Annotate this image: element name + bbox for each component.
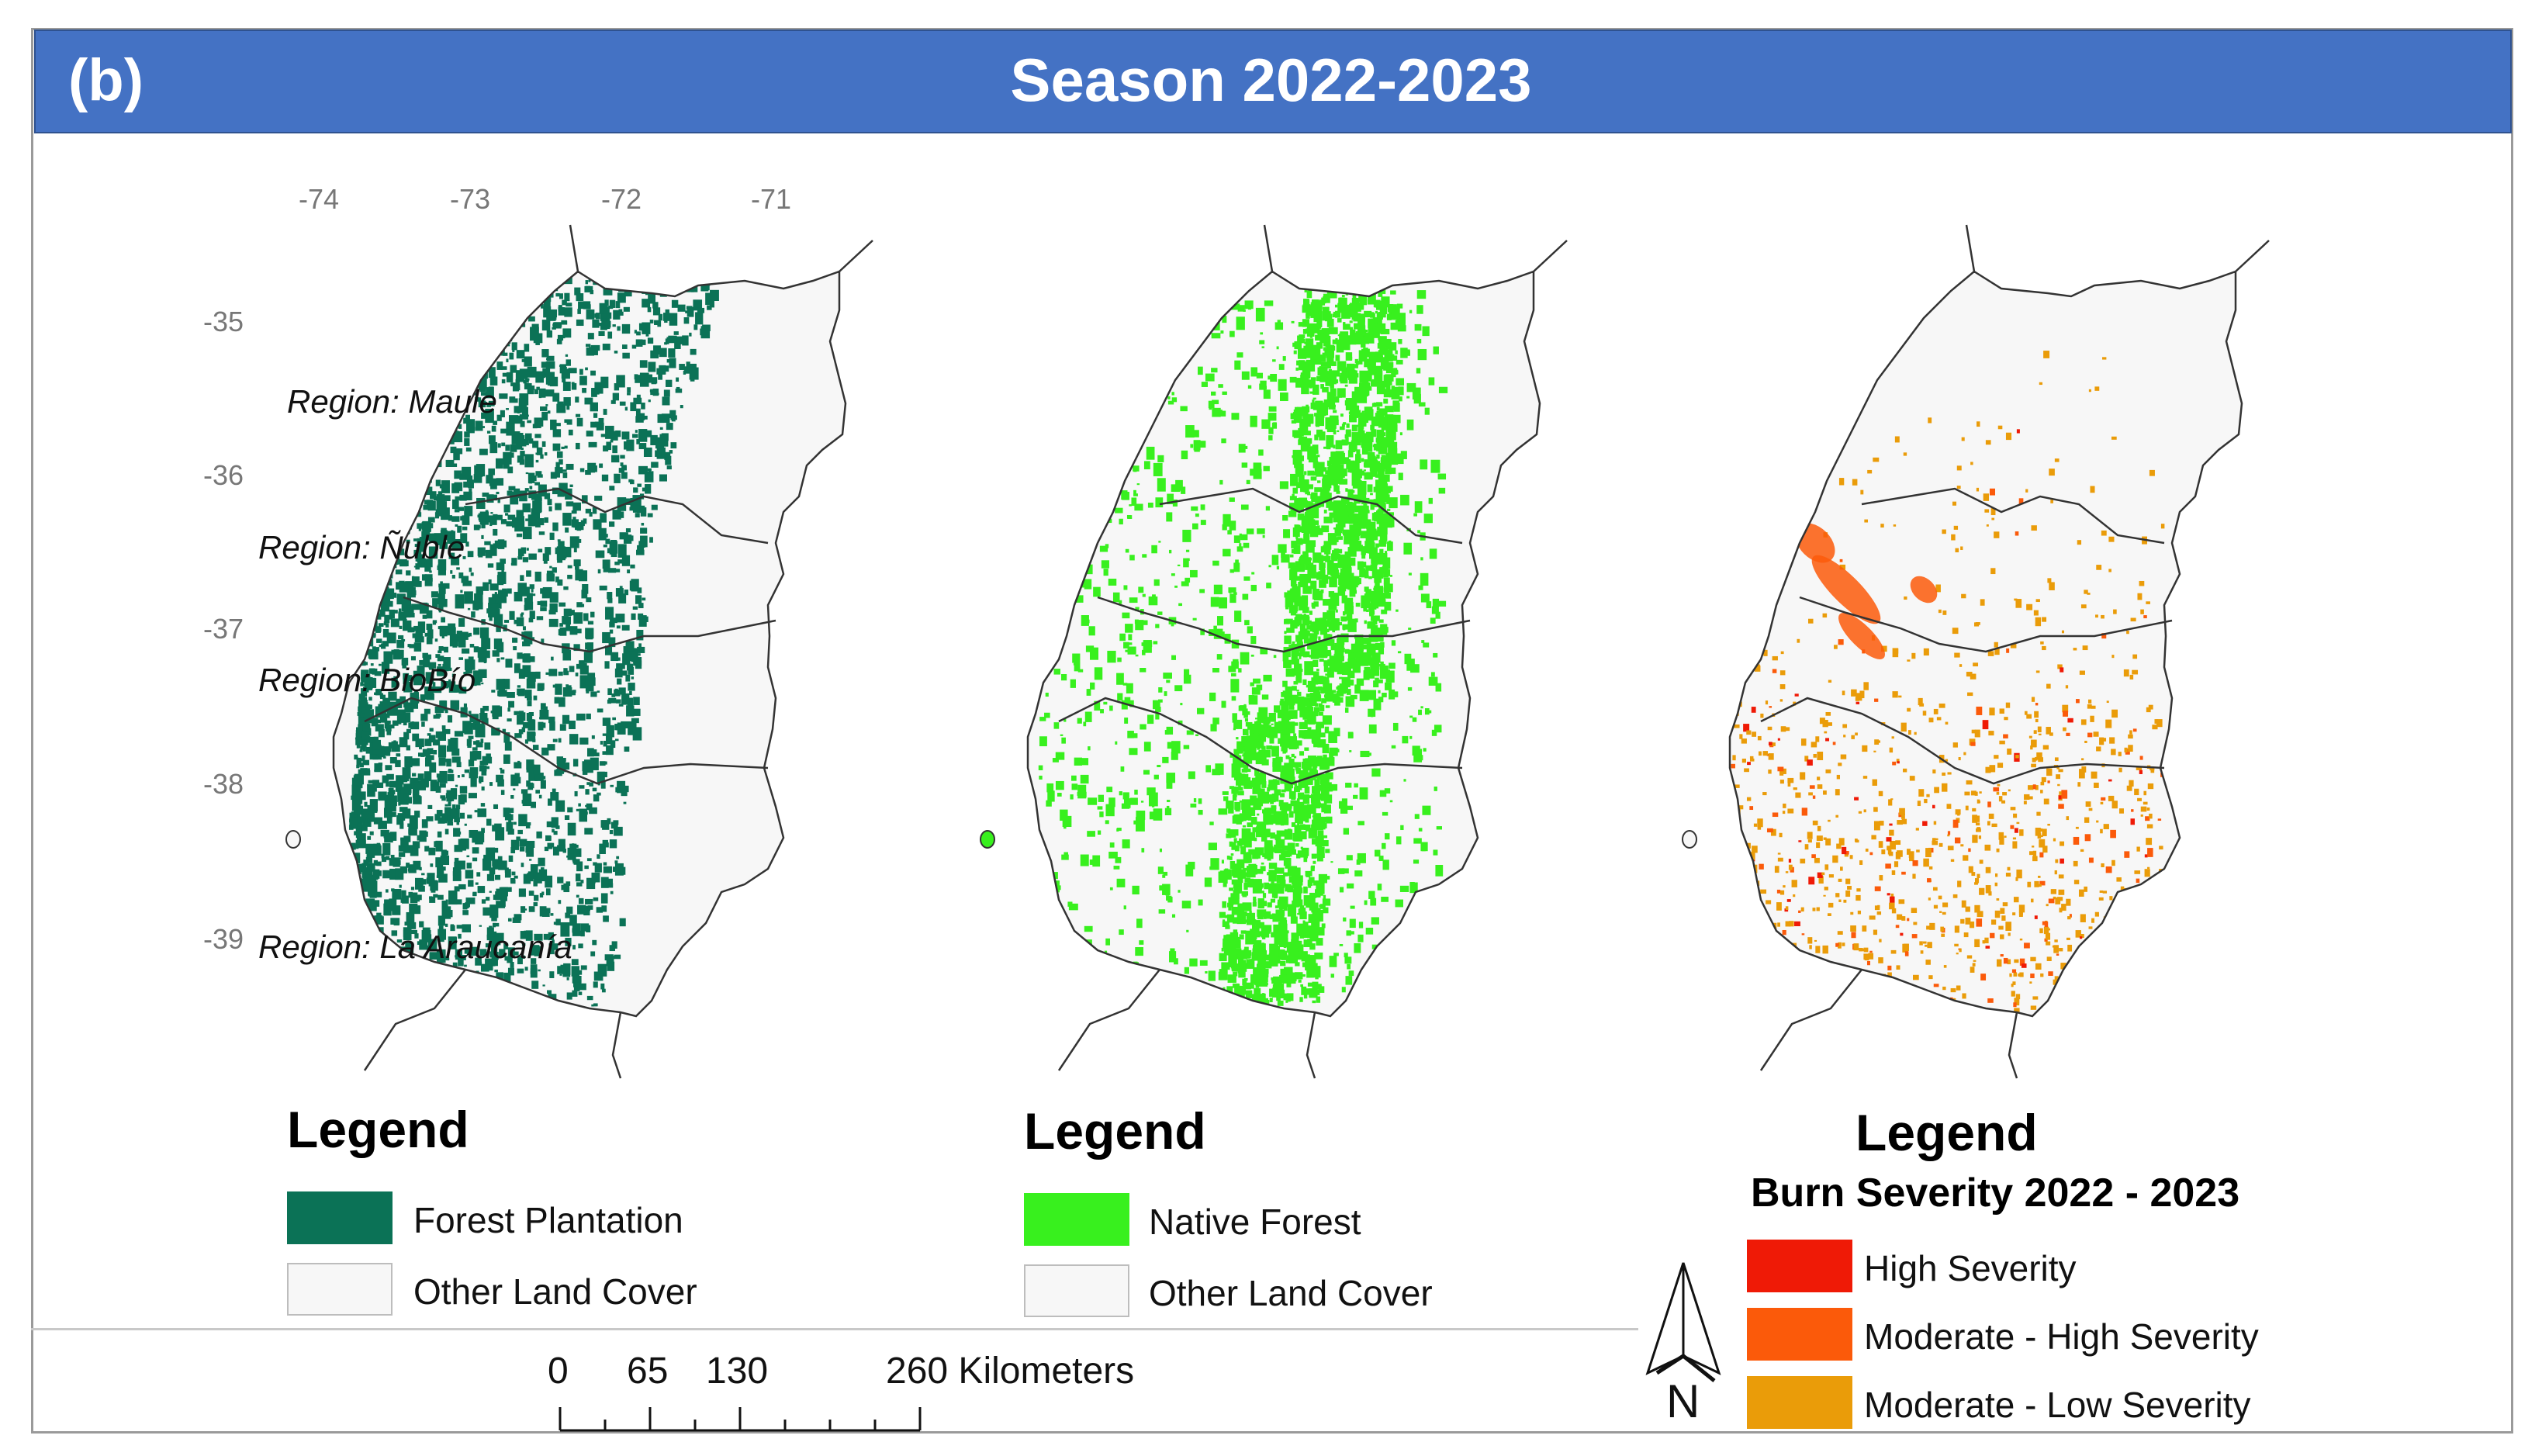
region-label-nuble: Region: Ñuble [258, 529, 465, 565]
latitude-tick: -36 [203, 459, 244, 491]
legend-label: Moderate - High Severity [1864, 1316, 2259, 1357]
study-area-outline [1026, 270, 1541, 1018]
latitude-tick: -37 [203, 613, 244, 645]
island [980, 830, 995, 849]
legend-swatch-other-land-cover [1024, 1264, 1129, 1317]
region-boundary [1760, 697, 2165, 785]
longitude-tick: -72 [601, 183, 642, 215]
region-boundary [403, 596, 776, 653]
region-boundary [1159, 487, 1463, 545]
scale-label: 260 Kilometers [886, 1351, 1135, 1392]
burn-hotspot [1910, 576, 1938, 603]
scale-bar [559, 1407, 922, 1432]
legend-label: Other Land Cover [1149, 1273, 1433, 1313]
border-line [1057, 969, 1160, 1071]
legend-swatch-forest-plantation [287, 1191, 393, 1244]
land-area [1028, 271, 1540, 1016]
border-line [2235, 240, 2270, 272]
region-boundary [1861, 487, 2165, 545]
panel-label: (b) [68, 47, 144, 113]
legend-swatch-moderate-low-severity [1747, 1376, 1852, 1429]
legend-label: Other Land Cover [413, 1271, 697, 1312]
region-boundary [1097, 596, 1471, 653]
scale-label: 0 [548, 1351, 569, 1392]
border-line [1533, 240, 1568, 272]
study-area-outline [332, 270, 847, 1018]
legend-swatch-native-forest [1024, 1193, 1129, 1246]
border-line [1306, 1012, 1316, 1079]
border-line [569, 224, 579, 272]
latitude-tick: -39 [203, 923, 244, 955]
burn-hotspot [1838, 613, 1885, 659]
study-area-outline [1728, 270, 2243, 1018]
latitude-tick: -35 [203, 306, 244, 337]
latitude-tick: -38 [203, 768, 244, 800]
legend-label: Moderate - Low Severity [1864, 1385, 2251, 1425]
region-label-maule: Region: Maule [287, 383, 497, 420]
land-cover-pixels [1730, 349, 2170, 1016]
border-line [839, 240, 873, 272]
border-line [1759, 969, 1862, 1071]
north-arrow-icon [1645, 1262, 1721, 1382]
legend-swatch-moderate-high-severity [1747, 1308, 1852, 1361]
border-line [1263, 224, 1274, 272]
region-boundary [364, 697, 769, 785]
region-boundary [465, 487, 769, 545]
burn-hotspot [1811, 555, 1881, 624]
legend-label: Forest Plantation [413, 1200, 683, 1240]
legend-subtitle: Burn Severity 2022 - 2023 [1751, 1171, 2240, 1216]
legend-label: High Severity [1864, 1248, 2077, 1288]
island [1682, 830, 1697, 849]
legend-title: Legend [1855, 1104, 2038, 1161]
region-label-biobio: Region: BioBío [258, 662, 476, 698]
longitude-tick: -74 [299, 183, 340, 215]
region-boundary [1799, 596, 2173, 653]
region-boundary [1058, 697, 1463, 785]
legend-label: Native Forest [1149, 1202, 1361, 1242]
island [285, 830, 301, 849]
border-line [363, 969, 466, 1071]
region-label-la-araucania: Region: La Araucanía [258, 929, 572, 965]
scale-label: 130 [706, 1351, 769, 1392]
figure-title: Season 2022-2023 [1010, 46, 1532, 114]
legend-title: Legend [287, 1101, 469, 1158]
separator-line [31, 1328, 1638, 1330]
longitude-tick: -73 [450, 183, 491, 215]
north-label: N [1666, 1375, 1700, 1427]
legend-swatch-other-land-cover [287, 1263, 393, 1316]
scale-label: 65 [627, 1351, 669, 1392]
longitude-tick: -71 [751, 183, 792, 215]
land-cover-pixels [1036, 287, 1448, 1011]
border-line [2008, 1012, 2018, 1079]
header-bar [34, 29, 2512, 133]
legend-swatch-high-severity [1747, 1240, 1852, 1292]
legend-title: Legend [1024, 1102, 1206, 1160]
border-line [611, 1012, 622, 1079]
border-line [1965, 224, 1976, 272]
